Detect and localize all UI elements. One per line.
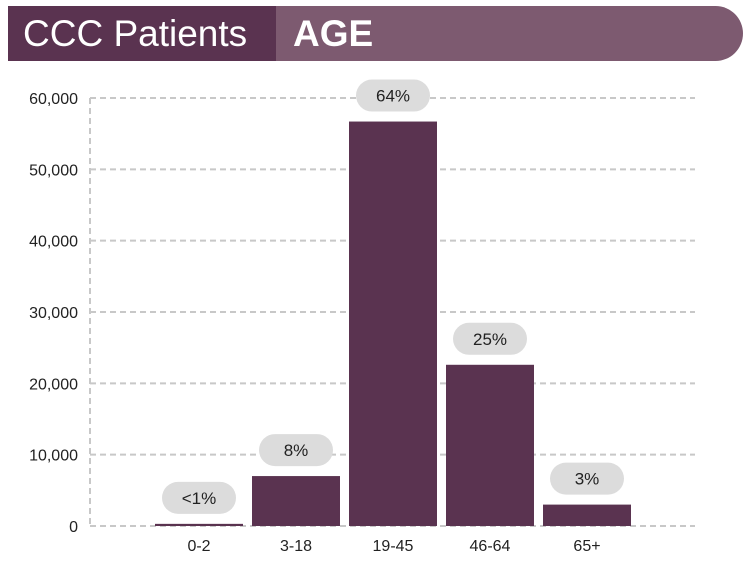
data-label-bubble — [259, 434, 333, 467]
x-tick-label: 19-45 — [373, 538, 414, 555]
data-label-bubble — [550, 462, 624, 495]
header-banner: CCC Patients AGE — [8, 6, 743, 61]
data-label-bubble — [453, 322, 527, 355]
bars — [155, 121, 631, 526]
chart-title: CCC Patients — [23, 13, 248, 54]
data-label: <1% — [182, 489, 217, 508]
y-tick-label: 20,000 — [29, 376, 78, 393]
x-tick-label: 0-2 — [187, 538, 210, 555]
data-labels: <1% 8% 64% 25% 3% — [162, 79, 624, 514]
x-axis-tick-labels: 0-2 3-18 19-45 46-64 65+ — [187, 538, 600, 555]
bar-46-64 — [446, 364, 534, 526]
y-tick-label: 10,000 — [29, 448, 78, 465]
bar-0-2 — [155, 523, 243, 526]
data-label: 64% — [376, 87, 410, 106]
x-tick-label: 65+ — [573, 538, 600, 555]
x-tick-label: 3-18 — [280, 538, 312, 555]
data-label: 3% — [575, 470, 600, 489]
bar-3-18 — [252, 476, 340, 526]
data-label-bubble — [162, 481, 236, 514]
y-tick-label: 0 — [69, 519, 78, 536]
y-tick-label: 30,000 — [29, 305, 78, 322]
bar-19-45 — [349, 121, 437, 526]
y-axis: 0 10,000 20,000 30,000 40,000 50,000 60,000 — [29, 91, 91, 536]
header-title-panel — [8, 6, 276, 61]
x-tick-label: 46-64 — [470, 538, 511, 555]
data-label-bubble — [356, 79, 430, 112]
chart-subtitle: AGE — [293, 13, 374, 54]
y-tick-label: 40,000 — [29, 234, 78, 251]
data-label: 25% — [473, 330, 507, 349]
bar-65+ — [543, 504, 631, 526]
data-label: 8% — [284, 441, 309, 460]
y-tick-label: 50,000 — [29, 162, 78, 179]
y-tick-label: 60,000 — [29, 91, 78, 108]
